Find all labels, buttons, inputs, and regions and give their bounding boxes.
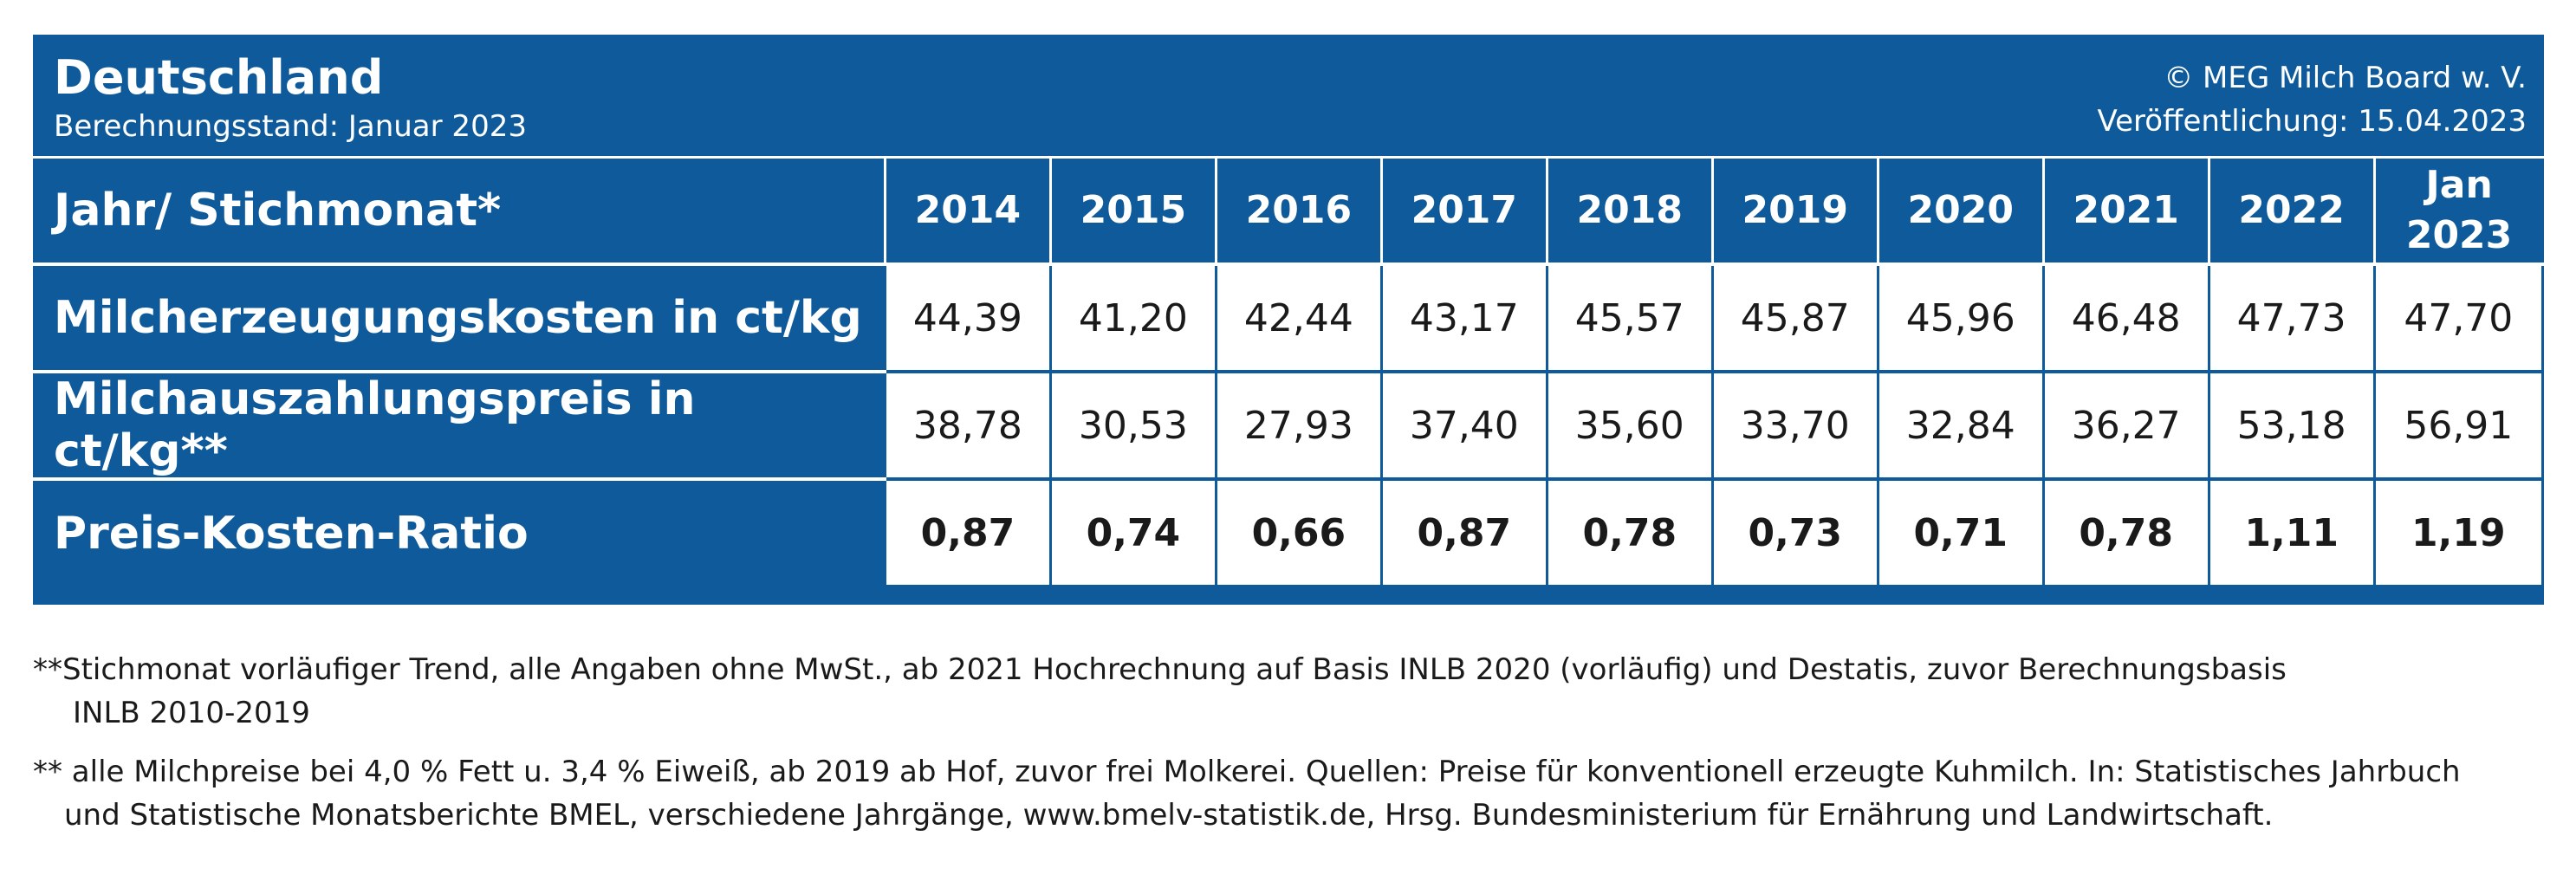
table-cell: 1,11	[2207, 479, 2375, 587]
table-cell: 45,87	[1710, 264, 1878, 373]
table-cell: 0,71	[1876, 479, 2044, 587]
data-table-panel: Deutschland Berechnungsstand: Januar 202…	[33, 35, 2545, 605]
header-divider	[33, 156, 2544, 159]
column-header-2016: 2016	[1214, 159, 1382, 266]
table-row: Milcherzeugungskosten in ct/kg 44,39 41,…	[33, 264, 2545, 373]
table-cell: 38,78	[883, 372, 1051, 481]
footnote-2-line-2: und Statistische Monatsberichte BMEL, ve…	[64, 798, 2274, 833]
corner-label: Jahr/ Stichmonat*	[33, 159, 886, 266]
table-cell: 37,40	[1379, 372, 1548, 481]
table-cell: 53,18	[2207, 372, 2375, 481]
column-header-jan-2023: Jan 2023	[2372, 159, 2543, 266]
table-cell: 1,19	[2372, 479, 2545, 587]
table-cell: 46,48	[2041, 264, 2209, 373]
table-row: Milchauszahlungspreis in ct/kg** 38,78 3…	[33, 372, 2545, 481]
table-cell: 56,91	[2372, 372, 2545, 481]
table-cell: 0,87	[1379, 479, 1548, 587]
column-header-2014: 2014	[883, 159, 1051, 266]
table-cell: 43,17	[1379, 264, 1548, 373]
calculation-status: Berechnungsstand: Januar 2023	[54, 109, 527, 144]
table-cell: 0,87	[883, 479, 1051, 587]
table-cell: 45,57	[1545, 264, 1713, 373]
column-header-2022: 2022	[2207, 159, 2375, 266]
column-header-2019: 2019	[1710, 159, 1878, 266]
column-header-2017: 2017	[1379, 159, 1548, 266]
table-cell: 47,73	[2207, 264, 2375, 373]
footnote-2: ** alle Milchpreise bei 4,0 % Fett u. 3,…	[33, 750, 2546, 837]
row-label-payout-price: Milchauszahlungspreis in ct/kg**	[33, 372, 886, 481]
table-header-row: Jahr/ Stichmonat* 2014 2015 2016 2017 20…	[33, 159, 2543, 266]
column-header-2018: 2018	[1545, 159, 1713, 266]
table-cell: 32,84	[1876, 372, 2044, 481]
table-cell: 30,53	[1048, 372, 1217, 481]
footnote-1-line-2: INLB 2010-2019	[73, 696, 310, 730]
table-row: Preis-Kosten-Ratio 0,87 0,74 0,66 0,87 0…	[33, 479, 2545, 587]
table-cell: 44,39	[883, 264, 1051, 373]
footnote-1: **Stichmonat vorläufiger Trend, alle Ang…	[33, 648, 2546, 735]
table-cell: 47,70	[2372, 264, 2545, 373]
copyright-notice: © MEG Milch Board w. V.	[2164, 61, 2527, 95]
table-cell: 41,20	[1048, 264, 1217, 373]
column-header-jan-2023-label: Jan 2023	[2405, 163, 2513, 257]
footnotes: **Stichmonat vorläufiger Trend, alle Ang…	[33, 648, 2546, 852]
row-label-production-costs: Milcherzeugungskosten in ct/kg	[33, 264, 886, 373]
milk-cost-table: Jahr/ Stichmonat* 2014 2015 2016 2017 20…	[33, 159, 2545, 587]
table-cell: 33,70	[1710, 372, 1878, 481]
table-cell: 0,73	[1710, 479, 1878, 587]
table-cell: 0,66	[1214, 479, 1382, 587]
table-cell: 0,74	[1048, 479, 1217, 587]
footnote-1-line-1: **Stichmonat vorläufiger Trend, alle Ang…	[33, 652, 2287, 687]
footnote-2-line-1: ** alle Milchpreise bei 4,0 % Fett u. 3,…	[33, 755, 2461, 789]
table-cell: 35,60	[1545, 372, 1713, 481]
publication-date: Veröffentlichung: 15.04.2023	[2097, 104, 2527, 139]
page-title: Deutschland	[54, 50, 384, 105]
table-cell: 42,44	[1214, 264, 1382, 373]
column-header-2015: 2015	[1048, 159, 1217, 266]
table-cell: 0,78	[1545, 479, 1713, 587]
column-header-2021: 2021	[2041, 159, 2209, 266]
row-label-price-cost-ratio: Preis-Kosten-Ratio	[33, 479, 886, 587]
table-cell: 27,93	[1214, 372, 1382, 481]
table-cell: 36,27	[2041, 372, 2209, 481]
table-cell: 45,96	[1876, 264, 2044, 373]
table-cell: 0,78	[2041, 479, 2209, 587]
table-header: Deutschland Berechnungsstand: Januar 202…	[33, 35, 2544, 156]
column-header-2020: 2020	[1876, 159, 2044, 266]
